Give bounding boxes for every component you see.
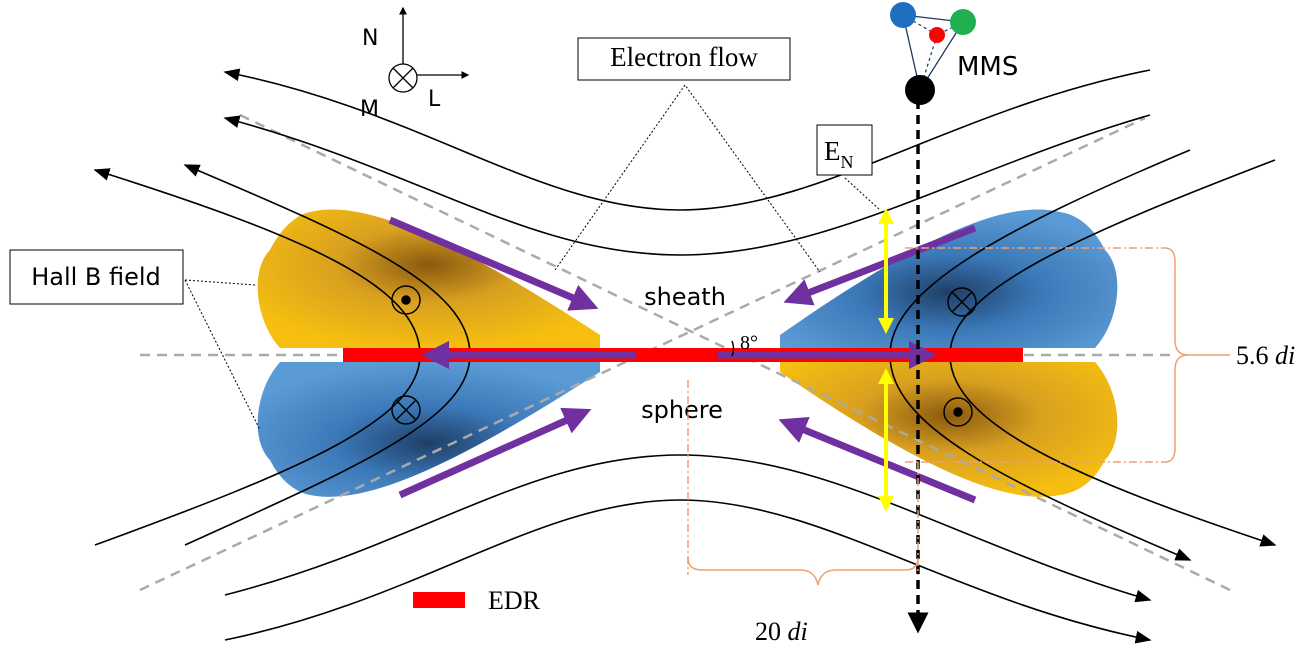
length-label: 20 di <box>755 617 808 646</box>
axis-l: L <box>428 87 441 112</box>
sheath-label: sheath <box>644 283 726 311</box>
width-label: 5.6 di <box>1236 341 1295 370</box>
e-n-sub: N <box>841 152 854 172</box>
axis-n: N <box>362 26 378 51</box>
axis-m: M <box>360 97 379 122</box>
diagram: 8° N M L MMS Electron flow Hall B field … <box>0 0 1312 652</box>
electron-flow-label: Electron flow <box>610 42 758 72</box>
hall-b-field-label: Hall B field <box>31 263 161 291</box>
legend-edr: EDR <box>488 586 541 615</box>
e-n-base: E <box>824 136 841 166</box>
length-unit: di <box>788 617 808 646</box>
coordinate-axes <box>389 8 468 92</box>
angle-label: 8° <box>740 332 758 354</box>
length-value: 20 <box>755 617 781 646</box>
width-value: 5.6 <box>1236 341 1269 370</box>
sphere-label: sphere <box>641 396 723 424</box>
legend-swatch <box>413 592 465 608</box>
width-unit: di <box>1275 341 1295 370</box>
mms-label: MMS <box>957 52 1018 82</box>
